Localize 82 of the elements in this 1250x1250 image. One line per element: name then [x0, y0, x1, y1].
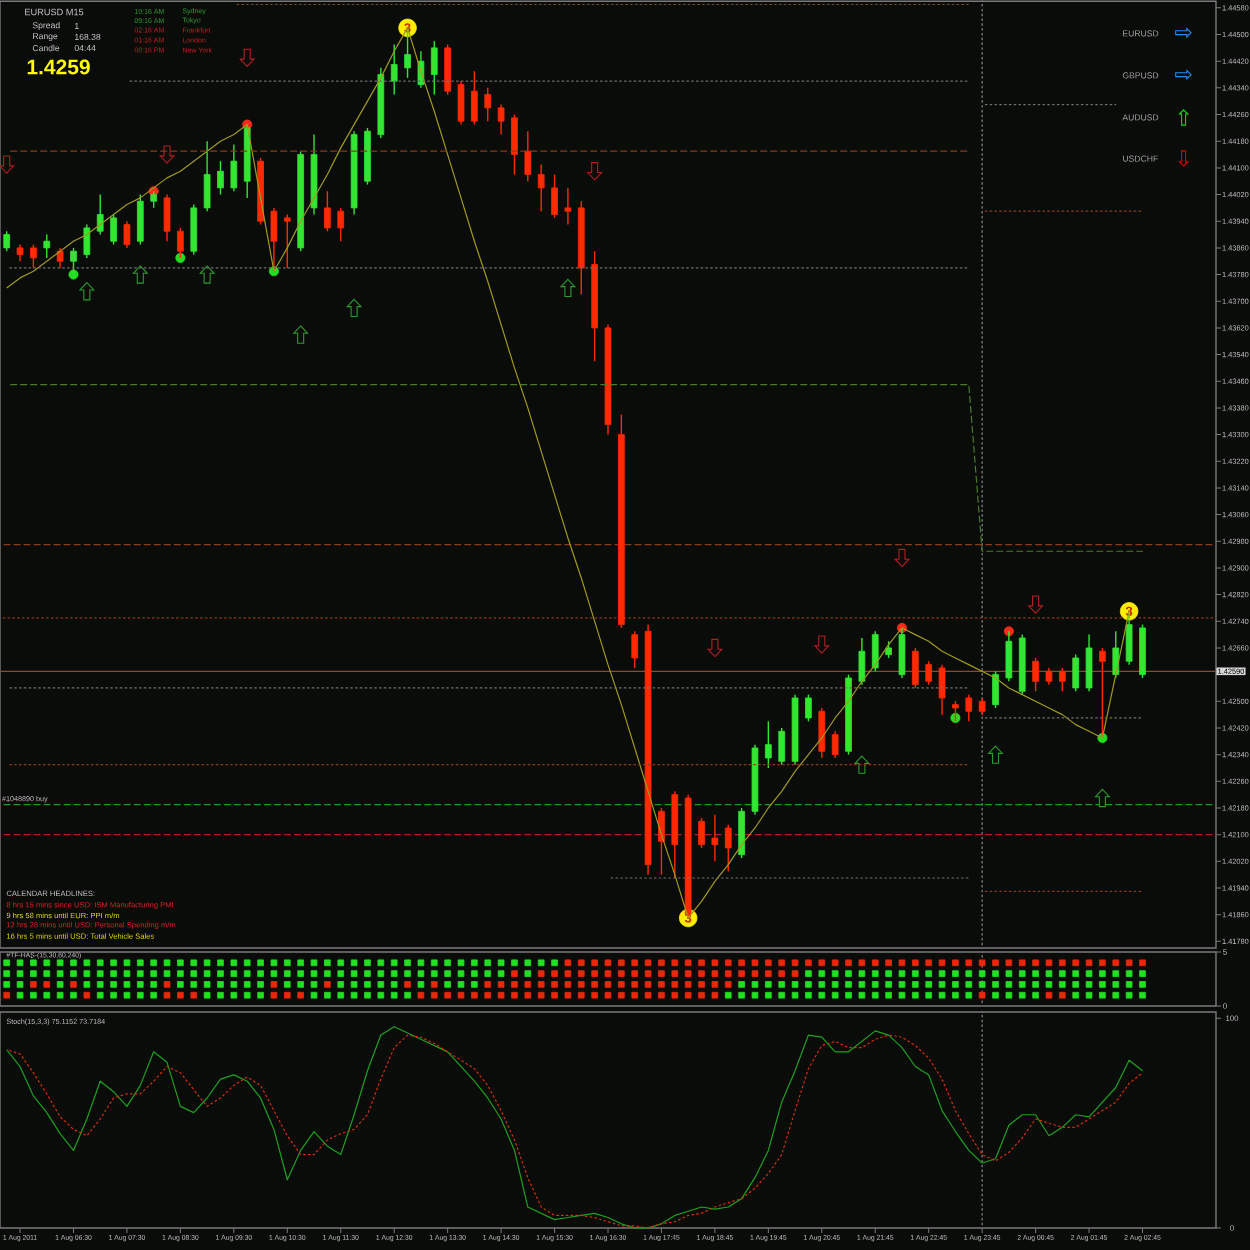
candlestick — [765, 720, 772, 769]
candlestick — [992, 670, 999, 709]
point — [293, 325, 309, 344]
candlestick — [337, 207, 345, 242]
candlestick — [457, 80, 465, 126]
candlestick — [524, 130, 532, 182]
candlestick — [96, 193, 104, 236]
candlestick — [738, 807, 745, 859]
candlestick — [711, 813, 719, 863]
candlestick — [551, 173, 558, 219]
annotation: ⇨ — [1175, 69, 1192, 81]
candlestick — [818, 707, 826, 759]
point — [199, 265, 215, 284]
candlestick — [724, 823, 732, 873]
candlestick — [390, 43, 398, 96]
candlestick — [698, 817, 705, 849]
candlestick — [1058, 667, 1066, 692]
candlestick — [1085, 633, 1093, 692]
candlestick — [1005, 630, 1013, 682]
candlestick — [177, 227, 184, 259]
candlestick — [1125, 610, 1133, 666]
point — [814, 635, 830, 654]
candlestick — [230, 143, 238, 192]
candlestick — [511, 113, 518, 176]
point — [175, 252, 186, 263]
point — [0, 155, 15, 174]
candlestick — [1139, 623, 1146, 679]
candlestick — [938, 663, 946, 716]
candlestick — [1032, 657, 1039, 692]
candlestick — [83, 223, 91, 259]
candlestick — [805, 693, 812, 722]
candlestick — [30, 243, 37, 269]
point — [988, 745, 1003, 764]
candlestick — [858, 637, 866, 686]
candlestick — [965, 693, 973, 722]
point — [239, 48, 255, 68]
candlestick — [631, 630, 639, 669]
candlestick — [484, 87, 492, 122]
point — [1094, 788, 1110, 808]
candlestick — [1072, 653, 1080, 692]
annotation: ⇩ — [1178, 150, 1190, 167]
candlestick — [3, 230, 11, 252]
candlestick — [163, 193, 171, 242]
candlestick — [564, 187, 572, 226]
candlestick — [871, 630, 879, 672]
candlestick — [537, 163, 545, 212]
candlestick — [203, 140, 211, 212]
annotation: ⇨ — [1175, 27, 1192, 39]
point — [894, 548, 910, 568]
candlestick — [123, 220, 131, 249]
candlestick — [324, 190, 331, 232]
candlestick — [778, 727, 786, 766]
point — [132, 265, 148, 284]
candlestick — [70, 247, 77, 276]
candlestick — [190, 203, 198, 256]
candlestick — [136, 193, 144, 246]
candlestick — [444, 43, 451, 96]
annotation: ⇧ — [1178, 109, 1190, 126]
annotation: 1.4259 — [27, 59, 90, 75]
point — [707, 638, 723, 658]
point — [560, 278, 576, 298]
candlestick — [43, 233, 51, 259]
point — [1028, 595, 1044, 614]
candlestick — [283, 213, 291, 269]
candlestick — [658, 807, 665, 876]
candlestick — [217, 160, 224, 196]
point — [854, 755, 870, 774]
point — [587, 162, 603, 181]
candlestick — [831, 730, 839, 759]
point — [79, 282, 95, 301]
candlestick — [110, 213, 117, 246]
candlestick — [430, 40, 438, 96]
candlestick — [952, 700, 959, 722]
candlestick — [1099, 647, 1106, 739]
point — [346, 298, 362, 318]
candlestick — [56, 247, 64, 269]
candlestick — [925, 660, 933, 686]
candlestick — [497, 103, 505, 136]
point — [159, 145, 175, 164]
candlestick — [404, 27, 411, 79]
candlestick — [471, 70, 478, 126]
candlestick — [911, 647, 919, 689]
